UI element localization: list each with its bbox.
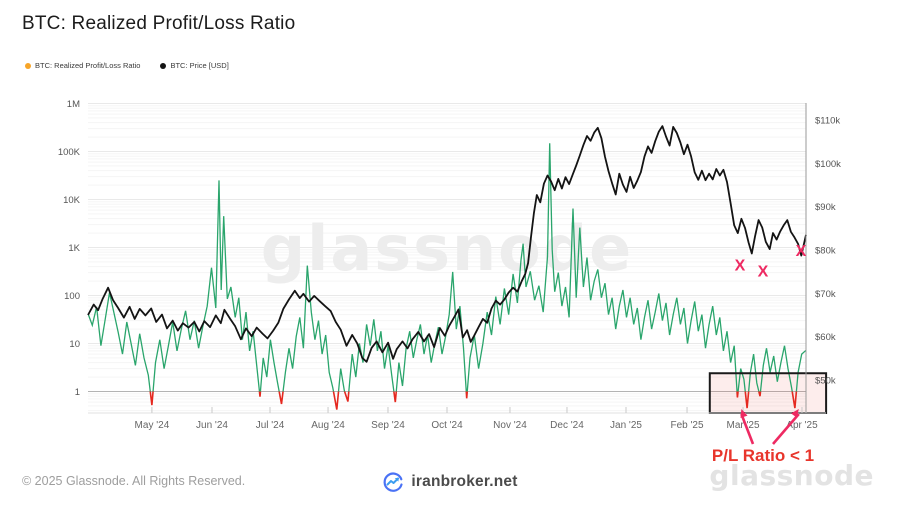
left-axis-tick-label: 1K	[68, 243, 80, 254]
series-lines	[87, 125, 807, 410]
right-axis-tick-label: $80k	[815, 246, 836, 257]
annotation-arrows	[740, 409, 800, 445]
legend-label-price: BTC: Price [USD]	[170, 61, 229, 70]
x-axis-month-label: Jun '24	[196, 420, 228, 431]
price-line	[87, 125, 807, 363]
iranbroker-site-link[interactable]: iranbroker.net	[411, 473, 518, 490]
glassnode-center-watermark: glassnode	[261, 212, 633, 285]
left-axis-tick-label: 100K	[58, 147, 81, 158]
ratio-line-green	[88, 143, 806, 392]
glassnode-footer-watermark: glassnode	[709, 459, 874, 492]
iranbroker-brand[interactable]: iranbroker.net	[0, 471, 900, 493]
price-dip-x-mark: X	[796, 243, 807, 260]
left-axis-tick-label: 100	[64, 291, 80, 302]
x-axis-month-label: Jul '24	[256, 420, 285, 431]
gridlines	[88, 103, 806, 412]
x-axis-month-label: Dec '24	[550, 420, 584, 431]
legend-item-ratio[interactable]: BTC: Realized Profit/Loss Ratio	[25, 61, 140, 70]
x-axis-month-label: Feb '25	[671, 420, 704, 431]
left-axis-tick-label: 10	[69, 339, 80, 350]
x-axis-month-label: Jan '25	[610, 420, 642, 431]
x-axis-month-label: Mar '25	[727, 420, 760, 431]
x-marks: X XX	[735, 243, 807, 280]
axes: 1M 100K 10K 1K 100 10 1 $110k $100k $90k $80k $70k $…	[58, 99, 841, 431]
right-axis-tick-label: $90k	[815, 202, 836, 213]
x-axis-month-label: Nov '24	[493, 420, 527, 431]
right-axis-tick-label: $110k	[815, 116, 840, 127]
x-axis-month-label: Apr '25	[786, 420, 818, 431]
price-series-dot-icon	[160, 62, 167, 69]
right-axis-tick-label: $60k	[815, 332, 836, 343]
left-axis-tick-label: 10K	[63, 195, 81, 206]
x-axis-month-label: Oct '24	[431, 420, 463, 431]
copyright-text: © 2025 Glassnode. All Rights Reserved.	[22, 474, 246, 488]
price-dip-x-mark: X	[758, 263, 769, 280]
ratio-series-dot-icon	[25, 62, 31, 69]
iranbroker-logo-icon	[383, 472, 404, 492]
right-axis-tick-label: $50k	[815, 376, 836, 387]
legend-label-ratio: BTC: Realized Profit/Loss Ratio	[35, 61, 141, 70]
price-dip-x-mark: X	[735, 258, 746, 275]
highlight-box-fill	[709, 373, 827, 413]
x-axis-month-label: Aug '24	[311, 420, 345, 431]
page-title: BTC: Realized Profit/Loss Ratio	[22, 13, 296, 34]
x-axis-month-label: May '24	[135, 420, 170, 431]
right-axis-tick-label: $100k	[815, 159, 841, 170]
legend-item-price[interactable]: BTC: Price [USD]	[160, 61, 229, 70]
right-axis-tick-label: $70k	[815, 289, 836, 300]
x-axis-month-label: Sep '24	[371, 420, 405, 431]
annotation-pl-ratio-label: P/L Ratio < 1	[712, 446, 814, 465]
left-axis-tick-label: 1M	[67, 99, 80, 110]
left-axis-tick-label: 1	[75, 387, 80, 398]
chart-legend: BTC: Realized Profit/Loss Ratio BTC: Pri…	[25, 61, 229, 70]
